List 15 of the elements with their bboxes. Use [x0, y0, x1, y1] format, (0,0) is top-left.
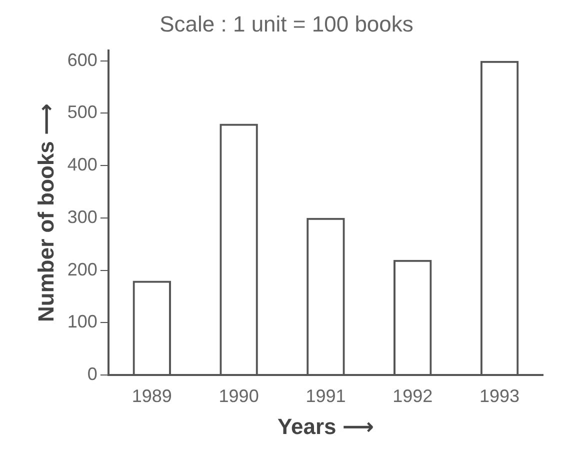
y-tick-label: 0 [87, 364, 98, 384]
y-tick-label: 100 [67, 312, 98, 332]
y-axis-title: Number of books ⟶ [33, 103, 58, 322]
x-tick-label: 1993 [480, 386, 520, 406]
x-tick-label: 1989 [132, 386, 172, 406]
y-tick-label: 500 [67, 102, 98, 122]
x-tick-label: 1991 [306, 386, 346, 406]
y-tick-label: 200 [67, 259, 98, 280]
x-tick-label: 1992 [392, 386, 433, 406]
chart-title: Scale : 1 unit = 100 books [160, 11, 414, 36]
y-tick-label: 600 [67, 50, 98, 70]
y-tick-label: 400 [67, 154, 98, 175]
x-tick-label: 1990 [218, 386, 259, 406]
y-tick-label: 300 [67, 206, 98, 227]
x-axis-title: Years ⟶ [278, 414, 374, 439]
